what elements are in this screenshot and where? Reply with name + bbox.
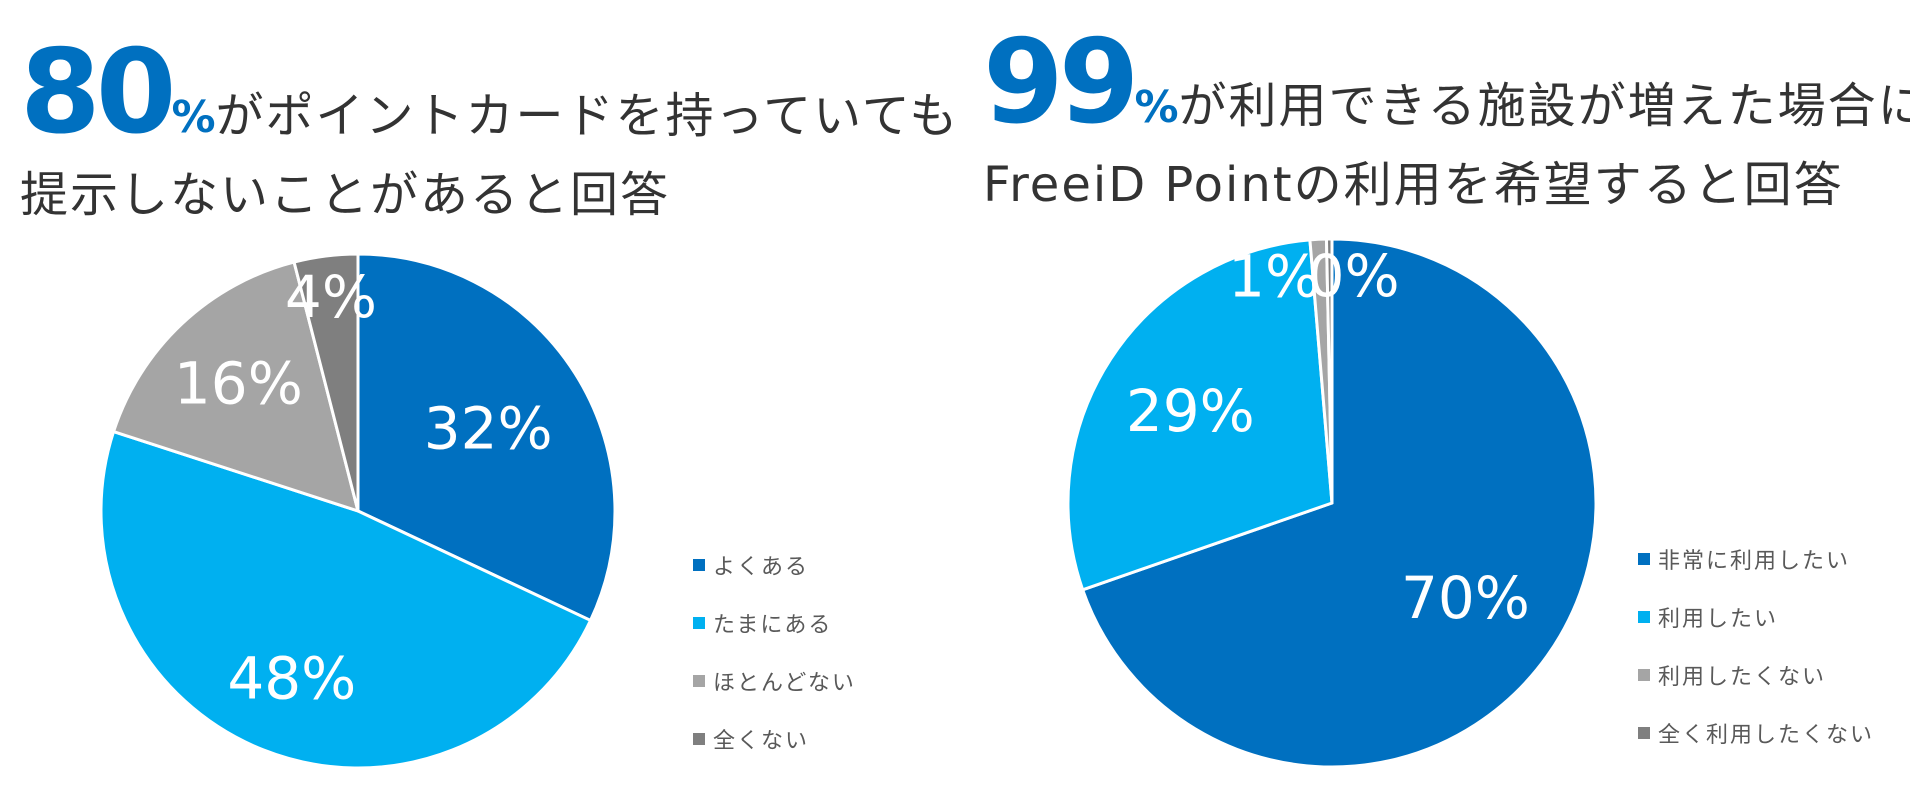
legend-item: ほとんどない	[693, 652, 856, 710]
legend-swatch	[1638, 553, 1650, 565]
headline-right-line2: FreeiD Pointの利用を希望すると回答	[983, 157, 1844, 213]
chart-panel-right: 99%が利用できる施設が増えた場合に FreeiD Pointの利用を希望すると…	[965, 0, 1910, 789]
slice-label: 0%	[1308, 242, 1400, 310]
legend-item: 全くない	[693, 710, 856, 768]
headline-right-line1: 99%が利用できる施設が増えた場合に	[983, 15, 1910, 150]
legend-label: よくある	[713, 555, 810, 580]
slice-label: 32%	[424, 394, 553, 462]
legend-label: 全くない	[713, 729, 810, 754]
pie-chart-right: 70% 29% 1%0%	[1066, 237, 1598, 769]
legend-label: 利用したい	[1658, 607, 1779, 632]
legend-swatch	[1638, 611, 1650, 623]
legend-label: 全く利用したくない	[1658, 723, 1875, 748]
slice-label: 4%	[285, 263, 377, 331]
headline-right-number: 99	[983, 15, 1139, 150]
legend-label: 非常に利用したい	[1658, 549, 1851, 574]
pie-slice	[292, 252, 360, 513]
legend-item: 非常に利用したい	[1638, 530, 1874, 588]
legend-swatch	[693, 733, 705, 745]
pie-slice	[1081, 237, 1598, 769]
headline-left-line2: 提示しないことがあると回答	[20, 167, 671, 223]
pie-slice	[1324, 237, 1334, 505]
pie-chart-left: 32% 48% 16% 4%	[99, 252, 617, 770]
chart-panel-left: 80%がポイントカードを持っていても 提示しないことがあると回答 32% 48% 1…	[20, 25, 959, 770]
legend-item: 利用したい	[1638, 588, 1874, 646]
legend-label: ほとんどない	[713, 671, 856, 696]
legend-right: 非常に利用したい 利用したい 利用したくない 全く利用したくない	[1638, 530, 1874, 762]
slice-label: 70%	[1401, 564, 1530, 632]
legend-label: たまにある	[713, 613, 833, 638]
legend-item: たまにある	[693, 594, 856, 652]
legend-label: 利用したくない	[1658, 665, 1827, 690]
legend-item: 利用したくない	[1638, 646, 1874, 704]
pie-slice	[112, 260, 360, 513]
legend-item: 全く利用したくない	[1638, 704, 1874, 762]
headline-left-number: 80	[20, 25, 176, 160]
headline-left-text: がポイントカードを持っていても	[215, 88, 960, 144]
legend-swatch	[693, 675, 705, 687]
legend-swatch	[1638, 727, 1650, 739]
legend-swatch	[693, 559, 705, 571]
pie-slice	[1066, 238, 1334, 592]
headline-right-percent: %	[1134, 82, 1179, 133]
headline-left-percent: %	[171, 92, 216, 143]
slice-label: 1%	[1228, 242, 1320, 310]
legend-item: よくある	[693, 536, 856, 594]
pie-slice	[99, 430, 593, 770]
slice-label: 48%	[227, 644, 356, 712]
slice-label: 16%	[174, 350, 303, 418]
pie-slice	[356, 252, 617, 622]
legend-left: よくある たまにある ほとんどない 全くない	[693, 536, 856, 768]
legend-swatch	[1638, 669, 1650, 681]
headline-right-text: が利用できる施設が増えた場合に	[1178, 78, 1910, 134]
headline-left-line1: 80%がポイントカードを持っていても	[20, 25, 959, 160]
slice-label: 29%	[1126, 377, 1255, 445]
legend-swatch	[693, 617, 705, 629]
